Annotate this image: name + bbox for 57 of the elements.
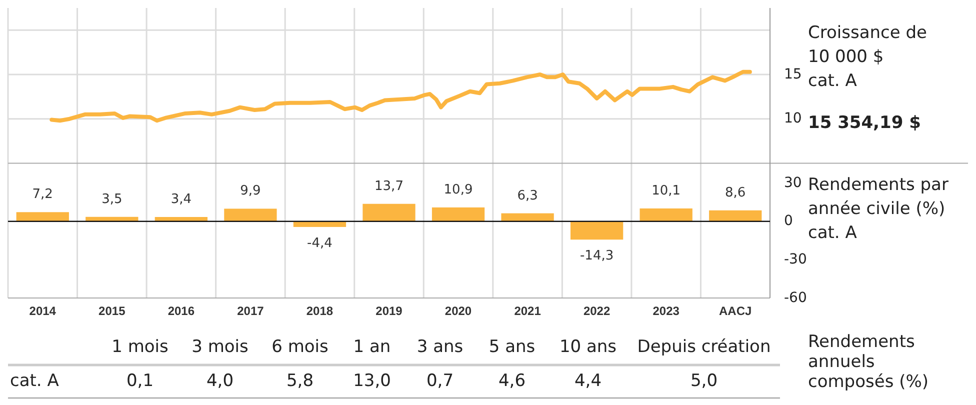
data-label: 8,6	[725, 185, 746, 200]
y2-tick-label: 30	[784, 174, 802, 191]
text: Rendements annuels composés (%)	[808, 332, 928, 392]
data-label: 3,4	[170, 192, 192, 208]
x-tick-label: 2015	[98, 304, 126, 318]
data-label: 4,4	[574, 371, 602, 391]
category-label: 1 mois	[112, 337, 169, 357]
data-label: -4,4	[307, 236, 332, 251]
bar	[16, 212, 69, 222]
data-label: 0,1	[126, 371, 154, 391]
y2-axis-title: Rendements par année civile (%) cat. A	[808, 175, 948, 243]
y2-tick-label: 0	[784, 213, 793, 230]
y-tick-label: 15	[784, 66, 802, 82]
data-label: 3,5	[102, 192, 122, 207]
x-tick-label: 2023	[652, 304, 680, 318]
x-tick-label: 2018	[306, 304, 334, 318]
bar	[709, 210, 762, 222]
line-series	[50, 70, 752, 123]
category-label: 3 mois	[192, 337, 249, 357]
x-tick-label: 2016	[168, 304, 195, 318]
text: 15 354,19 $	[808, 113, 921, 133]
x-tick-label: 2014	[29, 304, 56, 318]
text: Croissance de 10 000 $ cat. A	[808, 23, 927, 91]
y2-tick-label: -30	[784, 252, 807, 268]
data-label: 4,6	[498, 371, 526, 391]
data-label: 6,3	[517, 188, 538, 204]
category-label: 5 ans	[488, 337, 536, 357]
category-label: 1 an	[353, 337, 391, 357]
data-label: 13,0	[353, 371, 391, 391]
bar	[362, 204, 416, 222]
bar	[432, 207, 485, 222]
x-tick-label: 2017	[237, 304, 264, 318]
category-label: 6 mois	[272, 337, 329, 357]
data-label: 4,0	[206, 371, 234, 391]
data-label: 13,7	[374, 178, 404, 194]
category-label: 10 ans	[559, 337, 617, 357]
y2-tick-label: -60	[784, 290, 807, 306]
category-label: 3 ans	[416, 337, 464, 357]
x-tick-label: 2019	[376, 304, 403, 318]
data-label: -14,3	[580, 248, 614, 264]
data-label: 10,9	[444, 182, 473, 198]
x-tick-label: 2022	[583, 304, 610, 318]
bar	[224, 208, 277, 222]
bar	[640, 208, 692, 222]
data-label: 5,8	[286, 371, 314, 391]
x-tick-label: 2021	[514, 304, 542, 318]
data-label: 10,1	[652, 183, 681, 198]
data-label: 0,7	[426, 371, 454, 391]
x-tick-label: 2020	[444, 304, 472, 318]
data-label: 5,0	[690, 371, 718, 391]
data-label: 9,9	[240, 184, 261, 199]
x-tick-label: AACJ	[719, 304, 752, 318]
y-tick-label: 10	[784, 110, 802, 127]
data-label: 7,2	[32, 187, 53, 202]
text: cat. A	[10, 371, 60, 391]
bar	[570, 221, 624, 240]
category-label: Depuis création	[637, 337, 771, 357]
